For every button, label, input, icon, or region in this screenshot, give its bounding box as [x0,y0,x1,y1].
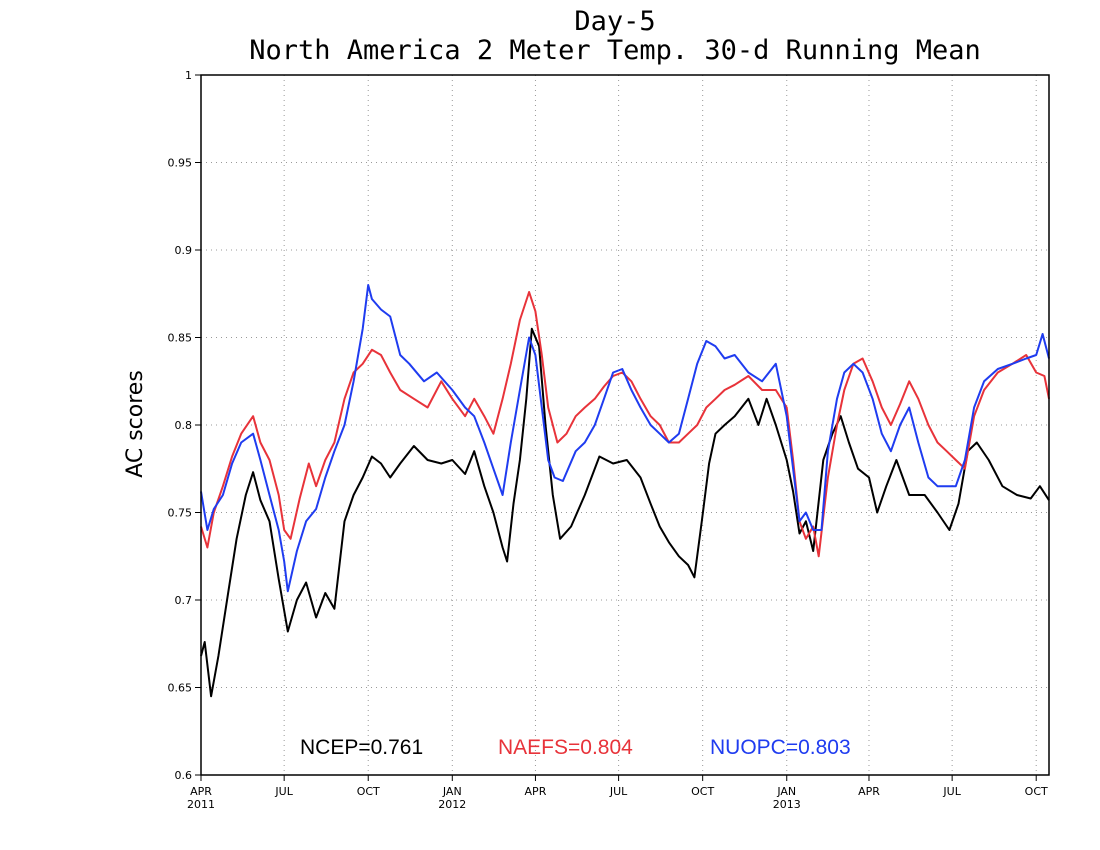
y-axis-label: AC scores [123,370,148,478]
series-line-naefs [200,291,1050,558]
y-tick-label: 0.75 [168,507,193,520]
y-tick-label: 0.65 [168,682,193,695]
series-line-ncep [200,327,1050,698]
x-tick-label: JAN [442,785,462,798]
y-tick-label: 0.85 [168,332,193,345]
x-tick-year-label: 2012 [438,798,466,811]
y-tick-label: 0.9 [175,244,193,257]
x-tick-label: OCT [1025,785,1048,798]
x-tick-label: JAN [776,785,796,798]
y-tick-label: 0.6 [175,769,193,782]
x-tick-label: OCT [357,785,380,798]
legend-naefs: NAEFS=0.804 [498,736,633,759]
y-tick-label: 0.95 [168,157,193,170]
x-tick-label: APR [858,785,880,798]
y-axis-ticks: 0.6 0.65 0.7 0.75 0.8 0.85 0.9 0.95 1 [168,69,201,782]
x-tick-label: JUL [274,785,293,798]
chart-subtitle: North America 2 Meter Temp. 30-d Running… [249,35,981,66]
gridlines [201,75,1049,775]
x-tick-label: JUL [942,785,961,798]
plot-frame [200,74,1050,776]
x-tick-year-label: 2011 [187,798,215,811]
chart-title: Day-5 [574,6,655,37]
y-tick-label: 1 [185,69,192,82]
x-tick-label: JUL [609,785,628,798]
x-tick-label: OCT [691,785,714,798]
x-tick-label: APR [525,785,547,798]
y-tick-label: 0.8 [175,419,193,432]
y-tick-label: 0.7 [175,594,193,607]
x-tick-label: APR [190,785,212,798]
legend-nuopc: NUOPC=0.803 [710,736,851,759]
legend-ncep: NCEP=0.761 [300,736,423,759]
x-tick-year-label: 2013 [773,798,801,811]
series-lines [200,284,1050,698]
series-line-nuopc [200,284,1050,593]
